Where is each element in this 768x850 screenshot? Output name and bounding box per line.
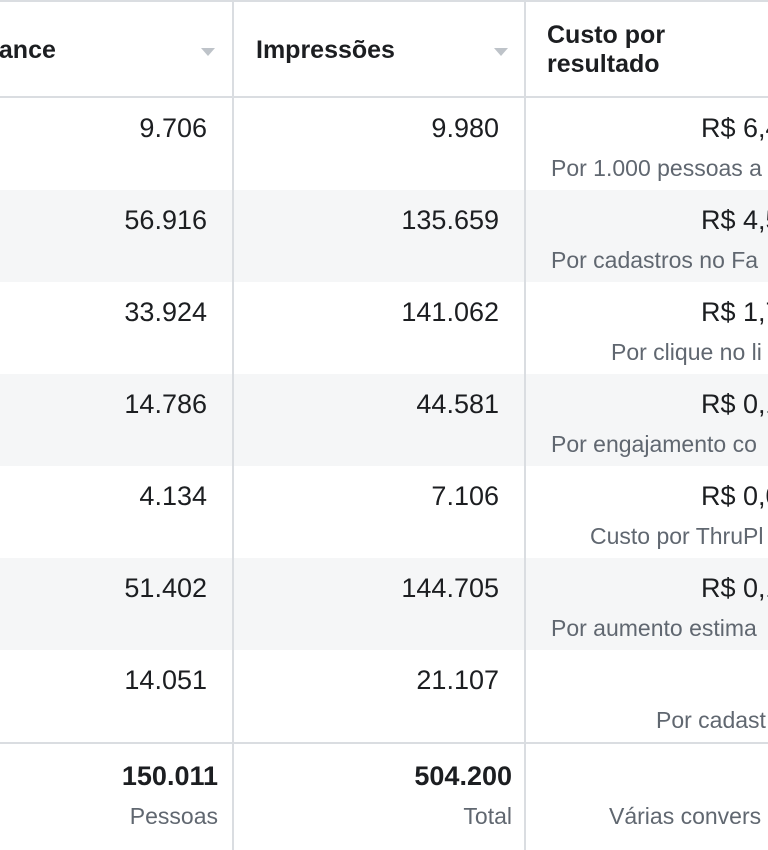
column-header-reach[interactable]: Alcance: [0, 2, 234, 96]
sort-chevron-icon[interactable]: [201, 48, 215, 56]
reach-value: 56.916: [124, 205, 207, 235]
cost-description: Por cadastros no Fa: [551, 247, 759, 273]
impressions-total-unit: Total: [463, 803, 512, 829]
impressions-cell: 141.062: [234, 282, 526, 374]
impressions-value: 44.581: [416, 389, 499, 419]
cost-total-cell: Várias convers: [526, 744, 768, 850]
cost-description: Por cadast: [656, 707, 766, 733]
impressions-value: 144.705: [401, 573, 499, 603]
column-header-label: Custo por resultado: [547, 21, 666, 78]
reach-cell: 9.706: [0, 98, 234, 190]
cost-description: Custo por ThruPl: [590, 523, 764, 549]
impressions-cell: 44.581: [234, 374, 526, 466]
reach-total-unit: Pessoas: [129, 803, 218, 829]
cost-cell: Por cadast: [526, 650, 768, 742]
impressions-value: 21.107: [416, 665, 499, 695]
cost-value: R$ 4,5: [701, 205, 768, 235]
reach-cell: 4.134: [0, 466, 234, 558]
column-header-label: Impressões: [256, 36, 395, 64]
cost-cell: R$ 0,1 Por aumento estima: [526, 558, 768, 650]
cost-description: Por 1.000 pessoas a: [551, 155, 762, 181]
impressions-value: 141.062: [401, 297, 499, 327]
cost-cell: R$ 0,0 Custo por ThruPl: [526, 466, 768, 558]
table-row[interactable]: 56.916 135.659 R$ 4,5 Por cadastros no F…: [0, 190, 768, 282]
impressions-cell: 9.980: [234, 98, 526, 190]
impressions-value: 135.659: [401, 205, 499, 235]
cost-total-description: Várias convers: [609, 803, 762, 829]
column-header-cost-per-result[interactable]: Custo por resultado: [526, 2, 768, 96]
impressions-cell: 135.659: [234, 190, 526, 282]
reach-value: 14.051: [124, 665, 207, 695]
reach-total-value: 150.011: [121, 761, 218, 791]
cost-description: Por clique no li: [611, 339, 762, 365]
reach-cell: 14.786: [0, 374, 234, 466]
impressions-cell: 144.705: [234, 558, 526, 650]
impressions-value: 7.106: [431, 481, 499, 511]
cost-cell: R$ 4,5 Por cadastros no Fa: [526, 190, 768, 282]
totals-row: 150.011 Pessoas 504.200 Total Várias con…: [0, 742, 768, 850]
cost-value: R$ 1,7: [701, 297, 768, 327]
reach-value: 9.706: [139, 113, 207, 143]
table-row[interactable]: 14.051 21.107 Por cadast: [0, 650, 768, 742]
table-row[interactable]: 51.402 144.705 R$ 0,1 Por aumento estima: [0, 558, 768, 650]
table-header: Alcance Impressões Custo por resultado: [0, 0, 768, 98]
impressions-total-cell: 504.200 Total: [234, 744, 526, 850]
column-header-label: Alcance: [0, 36, 56, 64]
reach-value: 33.924: [124, 297, 207, 327]
reach-cell: 14.051: [0, 650, 234, 742]
reach-value: 14.786: [124, 389, 207, 419]
cost-description: Por engajamento co: [551, 431, 757, 457]
cost-value: R$ 0,1: [701, 389, 768, 419]
sort-chevron-icon[interactable]: [494, 48, 508, 56]
reach-cell: 51.402: [0, 558, 234, 650]
cost-cell: R$ 0,1 Por engajamento co: [526, 374, 768, 466]
reach-value: 4.134: [139, 481, 207, 511]
reach-cell: 56.916: [0, 190, 234, 282]
cost-value: R$ 0,1: [701, 573, 768, 603]
table-row[interactable]: 14.786 44.581 R$ 0,1 Por engajamento co: [0, 374, 768, 466]
cost-value: R$ 0,0: [701, 481, 768, 511]
cost-value: R$ 6,4: [701, 113, 768, 143]
impressions-value: 9.980: [431, 113, 499, 143]
impressions-cell: 7.106: [234, 466, 526, 558]
table-row[interactable]: 9.706 9.980 R$ 6,4 Por 1.000 pessoas a: [0, 98, 768, 190]
table-row[interactable]: 33.924 141.062 R$ 1,7 Por clique no li: [0, 282, 768, 374]
reach-value: 51.402: [124, 573, 207, 603]
column-header-impressions[interactable]: Impressões: [234, 2, 526, 96]
impressions-cell: 21.107: [234, 650, 526, 742]
cost-cell: R$ 1,7 Por clique no li: [526, 282, 768, 374]
reach-cell: 33.924: [0, 282, 234, 374]
cost-description: Por aumento estima: [551, 615, 757, 641]
table-row[interactable]: 4.134 7.106 R$ 0,0 Custo por ThruPl: [0, 466, 768, 558]
impressions-total-value: 504.200: [414, 761, 512, 791]
cost-cell: R$ 6,4 Por 1.000 pessoas a: [526, 98, 768, 190]
reach-total-cell: 150.011 Pessoas: [0, 744, 234, 850]
